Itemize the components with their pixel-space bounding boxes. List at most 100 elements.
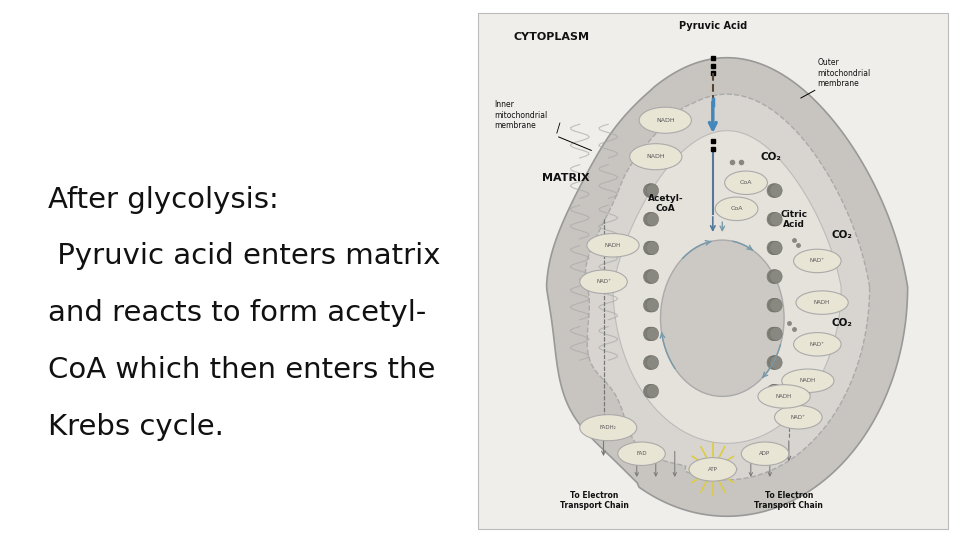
Circle shape <box>767 212 780 226</box>
Text: Inner
mitochondrial
membrane: Inner mitochondrial membrane <box>494 100 547 130</box>
Text: ADP: ADP <box>759 451 771 456</box>
Circle shape <box>645 384 658 398</box>
Circle shape <box>768 270 780 284</box>
Text: CO₂: CO₂ <box>760 152 781 161</box>
Text: Outer
mitochondrial
membrane: Outer mitochondrial membrane <box>817 58 871 88</box>
Ellipse shape <box>580 415 636 441</box>
Circle shape <box>767 184 780 197</box>
Circle shape <box>768 356 780 369</box>
Circle shape <box>643 384 656 398</box>
Circle shape <box>646 356 659 369</box>
Text: NAD⁺: NAD⁺ <box>791 415 805 420</box>
Circle shape <box>767 384 780 398</box>
Circle shape <box>768 384 780 398</box>
Ellipse shape <box>689 457 736 481</box>
Text: NADH: NADH <box>646 154 665 159</box>
Text: CoA: CoA <box>740 180 753 185</box>
Ellipse shape <box>794 333 841 356</box>
Circle shape <box>768 299 780 312</box>
Polygon shape <box>613 131 841 443</box>
Circle shape <box>643 327 656 341</box>
Ellipse shape <box>781 369 834 393</box>
Circle shape <box>645 184 658 197</box>
Ellipse shape <box>741 442 789 465</box>
FancyBboxPatch shape <box>477 14 948 529</box>
Text: FAD: FAD <box>636 451 647 456</box>
Text: To Electron
Transport Chain: To Electron Transport Chain <box>755 491 824 510</box>
Text: Pyruvic Acid: Pyruvic Acid <box>679 22 747 31</box>
Circle shape <box>767 270 780 284</box>
Circle shape <box>645 327 658 341</box>
Circle shape <box>770 299 782 312</box>
Text: NADH: NADH <box>776 394 792 399</box>
Text: Pyruvic acid enters matrix: Pyruvic acid enters matrix <box>48 242 441 271</box>
Ellipse shape <box>587 234 639 257</box>
Text: NAD⁺: NAD⁺ <box>596 279 611 284</box>
Circle shape <box>770 184 782 197</box>
Text: NADH: NADH <box>656 118 675 123</box>
Polygon shape <box>546 58 907 516</box>
Text: and reacts to form acetyl-: and reacts to form acetyl- <box>48 299 426 327</box>
Ellipse shape <box>775 406 822 429</box>
Ellipse shape <box>660 240 784 396</box>
Text: FADH₂: FADH₂ <box>600 425 616 430</box>
Circle shape <box>646 212 659 226</box>
Circle shape <box>646 270 659 284</box>
Circle shape <box>646 299 659 312</box>
Circle shape <box>768 241 780 255</box>
Circle shape <box>643 299 656 312</box>
Text: NAD⁺: NAD⁺ <box>810 259 825 264</box>
Text: CoA: CoA <box>731 206 743 211</box>
Ellipse shape <box>618 442 665 465</box>
Text: Acetyl-
CoA: Acetyl- CoA <box>647 194 684 213</box>
Circle shape <box>767 327 780 341</box>
Text: CYTOPLASM: CYTOPLASM <box>514 32 589 42</box>
Text: To Electron
Transport Chain: To Electron Transport Chain <box>560 491 629 510</box>
Circle shape <box>646 241 659 255</box>
Circle shape <box>646 184 659 197</box>
Circle shape <box>770 270 782 284</box>
Text: Krebs cycle.: Krebs cycle. <box>48 413 224 441</box>
Ellipse shape <box>639 107 691 133</box>
Text: MATRIX: MATRIX <box>541 173 589 183</box>
Ellipse shape <box>758 384 810 408</box>
Circle shape <box>767 356 780 369</box>
Circle shape <box>768 212 780 226</box>
Circle shape <box>643 270 656 284</box>
Circle shape <box>645 356 658 369</box>
Circle shape <box>767 241 780 255</box>
Circle shape <box>646 384 659 398</box>
Text: NADH: NADH <box>800 379 816 383</box>
Circle shape <box>645 299 658 312</box>
Polygon shape <box>586 94 870 480</box>
Circle shape <box>643 212 656 226</box>
Ellipse shape <box>796 291 849 314</box>
Circle shape <box>767 299 780 312</box>
Ellipse shape <box>630 144 682 170</box>
Text: NADH: NADH <box>605 243 621 248</box>
Circle shape <box>643 241 656 255</box>
Ellipse shape <box>715 197 758 220</box>
Circle shape <box>770 241 782 255</box>
Text: Citric
Acid: Citric Acid <box>780 210 807 229</box>
Text: CoA which then enters the: CoA which then enters the <box>48 356 436 384</box>
Circle shape <box>770 356 782 369</box>
Text: NAD⁺: NAD⁺ <box>810 342 825 347</box>
Circle shape <box>770 384 782 398</box>
Text: ATP: ATP <box>708 467 718 472</box>
Ellipse shape <box>580 270 627 294</box>
Circle shape <box>768 327 780 341</box>
Circle shape <box>645 241 658 255</box>
Circle shape <box>770 212 782 226</box>
Text: NADH: NADH <box>814 300 830 305</box>
Circle shape <box>645 270 658 284</box>
Circle shape <box>643 184 656 197</box>
Circle shape <box>770 327 782 341</box>
Ellipse shape <box>794 249 841 273</box>
Circle shape <box>768 184 780 197</box>
Circle shape <box>646 327 659 341</box>
Text: CO₂: CO₂ <box>831 319 852 328</box>
Ellipse shape <box>725 171 767 194</box>
Text: CO₂: CO₂ <box>831 230 852 240</box>
Circle shape <box>645 212 658 226</box>
